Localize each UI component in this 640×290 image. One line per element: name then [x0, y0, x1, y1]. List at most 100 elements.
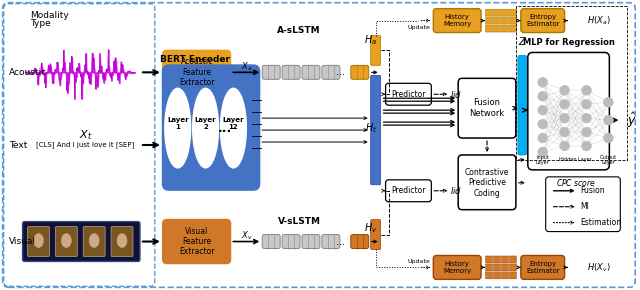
FancyBboxPatch shape — [509, 9, 516, 16]
Text: Contrastive
Predictive
Coding: Contrastive Predictive Coding — [465, 168, 509, 198]
FancyBboxPatch shape — [502, 264, 508, 271]
FancyBboxPatch shape — [502, 256, 508, 263]
Text: Acoustic
Feature
Extractor: Acoustic Feature Extractor — [179, 57, 214, 87]
FancyBboxPatch shape — [322, 65, 340, 79]
Ellipse shape — [221, 88, 246, 168]
FancyBboxPatch shape — [486, 272, 493, 279]
Ellipse shape — [164, 88, 191, 168]
Circle shape — [538, 119, 548, 129]
FancyBboxPatch shape — [486, 25, 493, 32]
FancyBboxPatch shape — [509, 272, 516, 279]
Circle shape — [538, 91, 548, 101]
FancyBboxPatch shape — [385, 180, 431, 202]
Text: $X_t$: $X_t$ — [79, 128, 92, 142]
Circle shape — [559, 99, 570, 109]
Text: Layer
2: Layer 2 — [195, 117, 216, 130]
FancyBboxPatch shape — [28, 226, 49, 256]
FancyBboxPatch shape — [493, 25, 500, 32]
Text: $H_t$: $H_t$ — [365, 121, 377, 135]
FancyBboxPatch shape — [282, 235, 300, 249]
Text: Fusion
Network: Fusion Network — [469, 99, 505, 118]
FancyBboxPatch shape — [493, 264, 500, 271]
Text: Layer
12: Layer 12 — [223, 117, 244, 130]
FancyBboxPatch shape — [56, 226, 77, 256]
Ellipse shape — [193, 88, 218, 168]
Circle shape — [538, 105, 548, 115]
Circle shape — [582, 99, 591, 109]
Text: Fusion: Fusion — [580, 186, 605, 195]
FancyBboxPatch shape — [371, 36, 381, 65]
FancyBboxPatch shape — [521, 9, 564, 32]
Circle shape — [582, 85, 591, 95]
FancyBboxPatch shape — [493, 272, 500, 279]
Text: Modality: Modality — [31, 11, 69, 20]
FancyBboxPatch shape — [3, 3, 636, 287]
Text: Text: Text — [9, 140, 27, 150]
FancyBboxPatch shape — [262, 65, 280, 79]
Text: Input
Layer: Input Layer — [536, 155, 550, 165]
FancyBboxPatch shape — [371, 220, 381, 249]
Circle shape — [559, 113, 570, 123]
Text: ...: ... — [218, 122, 232, 135]
Circle shape — [538, 77, 548, 87]
Circle shape — [604, 97, 613, 107]
FancyBboxPatch shape — [322, 235, 340, 249]
Text: $H(X_a)$: $H(X_a)$ — [588, 14, 611, 27]
Text: Estimation: Estimation — [580, 218, 621, 227]
Ellipse shape — [33, 233, 44, 247]
FancyBboxPatch shape — [528, 52, 609, 170]
Text: Z: Z — [518, 37, 525, 48]
FancyBboxPatch shape — [521, 255, 564, 279]
Text: Visual
Feature
Extractor: Visual Feature Extractor — [179, 227, 214, 256]
Text: [CLS] And I just love it [SEP]: [CLS] And I just love it [SEP] — [36, 142, 134, 148]
FancyBboxPatch shape — [351, 235, 369, 249]
FancyBboxPatch shape — [493, 256, 500, 263]
FancyBboxPatch shape — [385, 83, 431, 105]
FancyBboxPatch shape — [509, 17, 516, 24]
Text: $H(X_v)$: $H(X_v)$ — [588, 261, 611, 274]
FancyBboxPatch shape — [493, 17, 500, 24]
Circle shape — [559, 127, 570, 137]
Text: $\it{Iid}$: $\it{Iid}$ — [450, 185, 462, 196]
Text: Entropy
Estimator: Entropy Estimator — [526, 14, 559, 27]
FancyBboxPatch shape — [163, 50, 230, 94]
Text: History
Memory: History Memory — [443, 261, 471, 274]
FancyBboxPatch shape — [486, 17, 493, 24]
FancyBboxPatch shape — [433, 9, 481, 32]
FancyBboxPatch shape — [546, 177, 620, 232]
FancyBboxPatch shape — [371, 75, 381, 185]
FancyBboxPatch shape — [518, 55, 527, 155]
FancyBboxPatch shape — [493, 9, 500, 16]
Text: $H_a$: $H_a$ — [364, 34, 377, 47]
Text: ...: ... — [337, 67, 346, 77]
Ellipse shape — [89, 233, 99, 247]
Text: MI: MI — [580, 202, 589, 211]
FancyBboxPatch shape — [509, 256, 516, 263]
Text: Predictor: Predictor — [391, 90, 426, 99]
FancyBboxPatch shape — [282, 65, 300, 79]
Text: ...: ... — [337, 237, 346, 246]
Circle shape — [538, 147, 548, 157]
Circle shape — [582, 127, 591, 137]
Ellipse shape — [61, 233, 71, 247]
Text: $\hat{y}$: $\hat{y}$ — [627, 110, 637, 130]
Text: Update: Update — [407, 259, 430, 264]
FancyBboxPatch shape — [351, 65, 369, 79]
FancyBboxPatch shape — [22, 222, 140, 262]
FancyBboxPatch shape — [111, 226, 133, 256]
FancyBboxPatch shape — [433, 255, 481, 279]
Text: $X_v$: $X_v$ — [241, 229, 252, 242]
FancyBboxPatch shape — [458, 78, 516, 138]
Ellipse shape — [117, 233, 127, 247]
FancyBboxPatch shape — [509, 264, 516, 271]
FancyBboxPatch shape — [458, 155, 516, 210]
FancyBboxPatch shape — [4, 4, 155, 286]
FancyBboxPatch shape — [302, 65, 320, 79]
FancyBboxPatch shape — [502, 25, 508, 32]
Text: Entropy
Estimator: Entropy Estimator — [526, 261, 559, 274]
Text: Predictor: Predictor — [391, 186, 426, 195]
Text: $H_v$: $H_v$ — [364, 221, 378, 235]
Text: Output
Layer: Output Layer — [600, 155, 617, 165]
Circle shape — [582, 141, 591, 151]
FancyBboxPatch shape — [262, 235, 280, 249]
